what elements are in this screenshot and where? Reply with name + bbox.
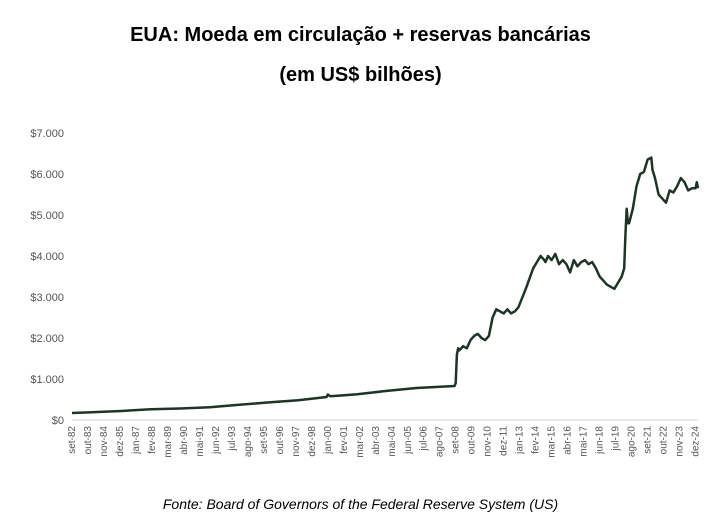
x-axis-ticks: set-82 out-83 nov-84 dez-85 jan-87 fev-88 mar-…	[67, 426, 702, 458]
y-tick-label: $4.000	[30, 251, 64, 263]
x-tick-label: nov-84	[99, 426, 110, 457]
x-tick-label: ago-20	[627, 426, 638, 458]
x-tick-label: fev-14	[531, 426, 542, 454]
x-tick-label: jan-00	[323, 426, 334, 455]
x-tick-label: out-22	[659, 426, 670, 455]
chart-title: EUA: Moeda em circulação + reservas banc…	[130, 24, 591, 46]
series-line	[71, 156, 700, 415]
x-tick-label: out-96	[275, 426, 286, 455]
x-tick-label: dez-24	[691, 426, 702, 457]
x-tick-label: abr-16	[563, 426, 574, 455]
x-tick-label: set-08	[451, 426, 462, 454]
x-tick-label: out-09	[467, 426, 478, 455]
y-tick-label: $6.000	[30, 169, 64, 181]
x-tick-label: abr-90	[179, 426, 190, 455]
y-tick-label: $7.000	[30, 128, 64, 140]
y-tick-label: $1.000	[30, 374, 64, 386]
y-tick-label: $2.000	[30, 333, 64, 345]
x-tick-label: nov-23	[675, 426, 686, 457]
x-tick-label: set-21	[643, 426, 654, 454]
y-tick-label: $3.000	[30, 292, 64, 304]
x-tick-label: dez-85	[115, 426, 126, 457]
x-tick-label: jan-87	[131, 426, 142, 455]
line-chart: $0 $1.000 $2.000 $3.000 $4.000 $5.000 $6.000 $7…	[30, 128, 702, 458]
x-tick-label: fev-88	[147, 426, 158, 454]
chart-source: Fonte: Board of Governors of the Federal…	[162, 496, 559, 512]
x-tick-label: jun-18	[595, 426, 606, 455]
x-tick-label: jun-92	[211, 426, 222, 455]
x-tick-label: out-83	[83, 426, 94, 455]
x-tick-label: jul-06	[419, 426, 430, 452]
x-tick-label: set-82	[67, 426, 78, 454]
x-tick-label: ago-94	[243, 426, 254, 458]
x-tick-label: mai-17	[579, 426, 590, 457]
x-tick-label: dez-11	[499, 426, 510, 456]
x-tick-label: fev-01	[339, 426, 350, 454]
x-tick-label: mai-91	[195, 426, 206, 457]
y-tick-label: $5.000	[30, 210, 64, 222]
y-tick-label: $0	[52, 415, 64, 427]
x-tick-label: mai-04	[387, 426, 398, 457]
x-tick-label: abr-03	[371, 426, 382, 455]
x-tick-label: jan-13	[515, 426, 526, 455]
series-group	[71, 156, 700, 415]
x-tick-label: mar-15	[547, 426, 558, 458]
x-tick-label: dez-98	[307, 426, 318, 457]
x-tick-label: jun-05	[403, 426, 414, 455]
x-tick-label: nov-97	[291, 426, 302, 457]
x-tick-label: jul-19	[611, 426, 622, 452]
chart-subtitle: (em US$ bilhões)	[279, 64, 442, 86]
x-tick-label: nov-10	[483, 426, 494, 457]
x-tick-label: jul-93	[227, 426, 238, 452]
y-axis-ticks: $0 $1.000 $2.000 $3.000 $4.000 $5.000 $6.000 $7…	[30, 128, 64, 427]
x-tick-label: mar-02	[355, 426, 366, 458]
x-tick-label: mar-89	[163, 426, 174, 458]
x-tick-label: ago-07	[435, 426, 446, 458]
x-tick-label: set-95	[259, 426, 270, 454]
